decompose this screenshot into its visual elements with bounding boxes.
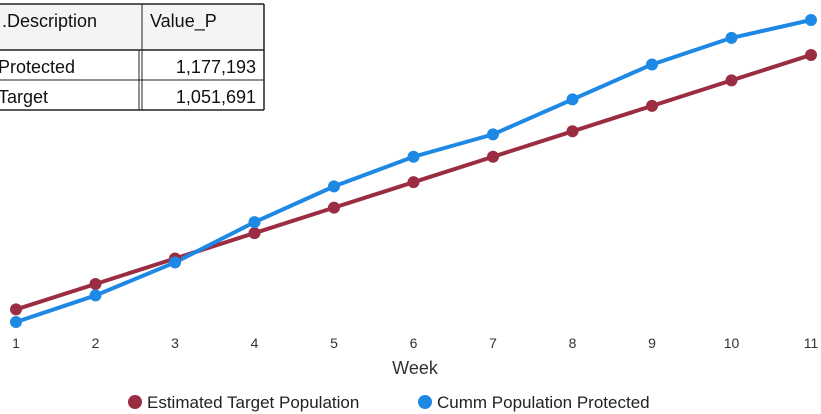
x-tick-label-5: 5 — [330, 335, 338, 351]
data-point-cumm-population-protected-week-6[interactable] — [407, 150, 420, 163]
data-point-estimated-target-population-week-6[interactable] — [407, 176, 420, 189]
table-cell-protected-label: Protected — [0, 57, 75, 77]
table-header-value: Value_P — [150, 11, 217, 32]
data-point-estimated-target-population-week-11[interactable] — [805, 48, 817, 61]
data-point-estimated-target-population-week-8[interactable] — [566, 125, 579, 138]
legend-label-cumm-population-protected: Cumm Population Protected — [437, 393, 650, 412]
data-point-estimated-target-population-week-2[interactable] — [89, 277, 102, 290]
data-point-cumm-population-protected-week-5[interactable] — [328, 180, 340, 193]
data-point-cumm-population-protected-week-7[interactable] — [487, 128, 499, 141]
data-point-cumm-population-protected-week-1[interactable] — [10, 316, 22, 328]
table-cell-protected-value: 1,177,193 — [176, 57, 256, 77]
data-point-estimated-target-population-week-4[interactable] — [248, 227, 261, 240]
x-axis-label: Week — [392, 358, 439, 378]
legend-label-estimated-target-population: Estimated Target Population — [147, 393, 359, 412]
data-point-cumm-population-protected-week-4[interactable] — [248, 216, 261, 229]
value-table: .Description Value_P Protected 1,177,193… — [0, 3, 265, 111]
x-tick-label-7: 7 — [489, 335, 497, 351]
table-header-description: .Description — [2, 11, 97, 31]
legend-marker-cumm-population-protected — [418, 395, 432, 409]
data-point-estimated-target-population-week-7[interactable] — [487, 150, 499, 163]
data-point-estimated-target-population-week-1[interactable] — [10, 303, 22, 316]
x-axis-ticks: 1 2 3 4 5 6 7 8 9 10 11 — [12, 335, 818, 351]
data-point-cumm-population-protected-week-9[interactable] — [646, 58, 658, 71]
legend: Estimated Target Population Cumm Populati… — [128, 393, 650, 412]
series-points — [10, 14, 817, 328]
x-tick-label-4: 4 — [251, 335, 259, 351]
x-tick-label-1: 1 — [12, 335, 20, 351]
x-tick-label-9: 9 — [648, 335, 656, 351]
legend-marker-estimated-target-population — [128, 395, 142, 409]
data-point-estimated-target-population-week-5[interactable] — [328, 201, 340, 214]
table-cell-target-label: Target — [0, 87, 48, 107]
x-tick-label-11: 11 — [804, 335, 819, 351]
data-point-cumm-population-protected-week-8[interactable] — [566, 93, 579, 106]
data-point-estimated-target-population-week-10[interactable] — [725, 74, 738, 87]
x-tick-label-8: 8 — [569, 335, 577, 351]
x-tick-label-2: 2 — [92, 335, 100, 351]
x-tick-label-6: 6 — [410, 335, 418, 351]
data-point-cumm-population-protected-week-2[interactable] — [89, 289, 102, 302]
data-point-cumm-population-protected-week-10[interactable] — [725, 31, 738, 44]
data-point-estimated-target-population-week-9[interactable] — [646, 99, 658, 112]
x-tick-label-10: 10 — [724, 335, 740, 351]
table-cell-target-value: 1,051,691 — [176, 87, 256, 107]
data-point-cumm-population-protected-week-11[interactable] — [805, 14, 817, 26]
table-header-bg — [0, 4, 264, 50]
data-point-cumm-population-protected-week-3[interactable] — [169, 256, 181, 269]
x-tick-label-3: 3 — [171, 335, 179, 351]
